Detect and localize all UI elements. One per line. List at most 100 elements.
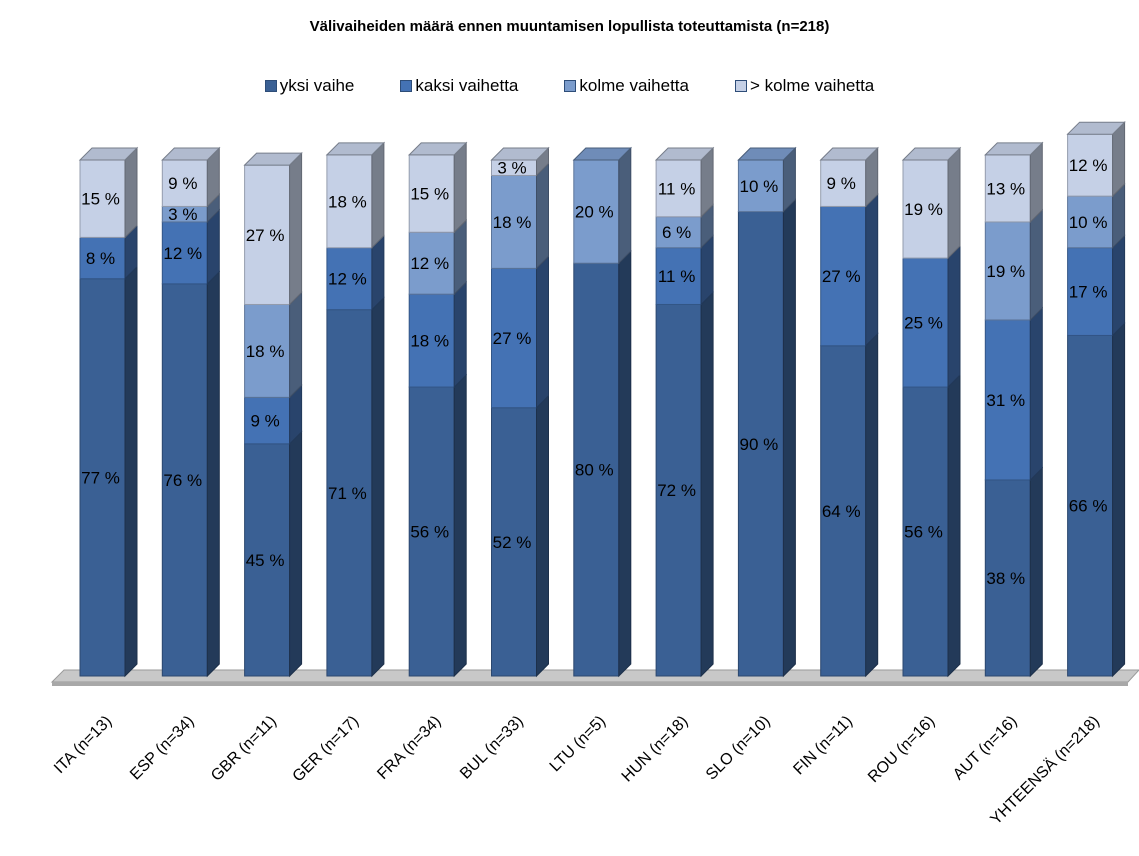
bar-top [1066, 121, 1126, 135]
data-label: 8 % [86, 249, 115, 268]
legend-label: yksi vaihe [279, 76, 355, 95]
bar-segment [820, 345, 867, 677]
bar-segment [1067, 247, 1114, 336]
legend-label: kolme vaihetta [579, 76, 689, 95]
chart-floor-edge [52, 682, 1128, 686]
bar-group: 52 % 27 % 18 % 3 % [490, 146, 550, 678]
category-label: FRA (n=34) [374, 713, 444, 783]
bar-top [654, 147, 715, 161]
bar-segment-side [1112, 120, 1126, 198]
category-label: BUL (n=33) [457, 713, 527, 783]
bar-segment-side [618, 249, 632, 678]
bar-segment-side [289, 430, 303, 678]
bar-segment-side [1029, 466, 1043, 678]
bar-segment-side [536, 162, 549, 270]
data-label: 3 % [168, 205, 197, 224]
data-label: 19 % [904, 200, 943, 219]
bar-top [78, 147, 139, 161]
legend-swatch [264, 80, 277, 92]
category-label: SLO (n=10) [703, 713, 774, 784]
bar-segment [491, 174, 537, 269]
category-label: ROU (n=16) [865, 713, 938, 786]
bar-segment-side [206, 208, 220, 286]
data-label: 38 % [986, 569, 1025, 588]
bar-segment [326, 309, 373, 677]
data-label: 11 % [658, 267, 696, 286]
data-label: 66 % [1069, 497, 1108, 516]
bar-segment-side [371, 296, 385, 678]
legend-swatch [564, 80, 577, 92]
data-label: 15 % [410, 185, 449, 204]
data-label: 6 % [662, 223, 691, 242]
bar-segment-side [1112, 322, 1126, 678]
data-label: 56 % [410, 523, 449, 542]
data-label: 9 % [168, 174, 197, 193]
bar-segment-side [124, 146, 138, 239]
data-label: 10 % [1069, 213, 1108, 232]
legend-item-kaksi-vaihetta: kaksi vaihetta [400, 76, 518, 96]
data-label: 18 % [410, 332, 449, 351]
bar-segment [820, 159, 867, 207]
data-label: 18 % [493, 213, 532, 232]
legend-label: kaksi vaihetta [415, 76, 519, 95]
data-label: 72 % [657, 481, 696, 500]
bar-segment [244, 303, 291, 398]
bar-top [572, 147, 633, 161]
legend-label: > kolme vaihetta [750, 76, 875, 95]
bar-segment-side [453, 141, 467, 234]
data-label: 9 % [250, 412, 279, 431]
data-label: 12 % [1069, 156, 1108, 175]
bar-top [161, 147, 221, 161]
bar-segment [902, 257, 949, 388]
bar-top [737, 147, 797, 161]
data-label: 45 % [246, 551, 285, 570]
bar-top [984, 142, 1044, 156]
bar-segment-side [782, 198, 796, 678]
bar-segment-side [700, 291, 714, 678]
bar-segment [491, 267, 537, 409]
category-label: GER (n=17) [290, 713, 363, 786]
bar-group: 77 % 8 % 15 % [78, 146, 139, 678]
data-label: 18 % [328, 192, 367, 211]
bar-segment-side [206, 270, 220, 678]
bar-segment-side [289, 291, 303, 399]
data-label: 76 % [163, 471, 202, 490]
bar-segment-side [536, 255, 549, 409]
category-label: AUT (n=16) [950, 713, 1021, 784]
legend-swatch [400, 80, 413, 92]
data-label: 56 % [904, 523, 943, 542]
data-label: 9 % [827, 174, 856, 193]
category-label: ESP (n=34) [127, 713, 198, 784]
bar-segment-side [453, 280, 467, 389]
bar-segment [408, 231, 455, 295]
data-label: 12 % [410, 254, 449, 273]
bar-segment-side [947, 373, 961, 678]
category-label: HUN (n=18) [619, 713, 692, 786]
data-label: 12 % [328, 270, 367, 289]
legend-swatch [735, 80, 747, 92]
data-label: 77 % [81, 468, 120, 487]
data-label: 15 % [81, 190, 120, 209]
data-label: 52 % [493, 533, 532, 552]
data-label: 20 % [575, 203, 614, 222]
bar-segment [491, 407, 537, 677]
data-label: 27 % [493, 329, 532, 348]
bar-top [325, 142, 386, 156]
data-label: 17 % [1069, 283, 1108, 302]
bar-top [490, 147, 550, 161]
bar-group: 56 % 25 % 19 % [901, 146, 962, 678]
bar-segment-side [618, 146, 632, 265]
legend-item-kolme-vaihetta: kolme vaihetta [564, 76, 689, 96]
bar-segment-side [371, 234, 385, 311]
bar-segment-side [371, 141, 385, 249]
category-label: GBR (n=11) [208, 713, 280, 785]
bar-segment [1067, 334, 1114, 677]
bar-segment [984, 154, 1031, 223]
data-label: 18 % [246, 342, 285, 361]
bar-segment [79, 278, 126, 677]
chart-title: Välivaiheiden määrä ennen muuntamisen lo… [309, 18, 830, 35]
bar-segment [161, 221, 208, 285]
bar-top [407, 142, 468, 156]
bar-segment [902, 386, 949, 677]
